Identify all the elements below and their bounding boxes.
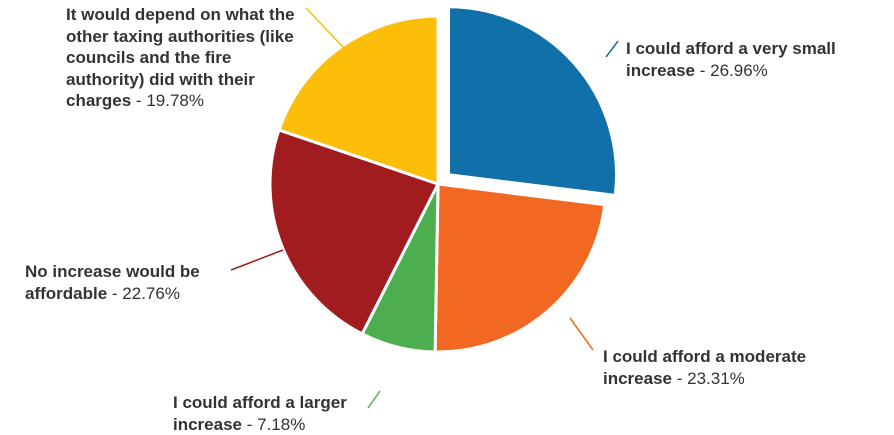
slice-label-would-depend-value: 19.78% — [146, 91, 204, 110]
slice-label-larger-value: 7.18% — [257, 414, 306, 434]
slice-label-no-increase-value: 22.76% — [122, 283, 180, 303]
pie-slice-moderate-increase — [433, 182, 607, 354]
slice-label-very-small-increase: I could afford a very small increase - 2… — [626, 39, 836, 80]
slice-label-very-small-value: 26.96% — [710, 60, 768, 80]
slice-label-no-increase-category: No increase would be affordable — [25, 262, 200, 303]
slice-label-would-depend-category: It would depend on what the other taxing… — [66, 5, 295, 110]
leader-lines — [230, 7, 619, 409]
pie-slices — [268, 5, 618, 354]
leader-line-would-depend — [305, 7, 345, 49]
slice-label-very-small-category: I could afford a very small increase — [626, 39, 836, 80]
leader-line-no-increase — [230, 249, 284, 271]
slice-label-larger-increase: I could afford a larger increase - 7.18% — [173, 393, 347, 434]
pie-slice-no-increase — [268, 128, 440, 336]
slice-label-moderate-increase: I could afford a moderate increase - 23.… — [603, 347, 807, 388]
slice-label-moderate-category: I could afford a moderate increase — [603, 347, 807, 388]
slice-label-moderate-value: 23.31% — [687, 368, 745, 388]
pie-slice-very-small-increase — [446, 5, 618, 197]
leader-line-moderate-increase — [569, 317, 594, 351]
slice-label-would-depend: It would depend on what the other taxing… — [66, 5, 295, 110]
slice-label-larger-category: I could afford a larger increase — [173, 393, 347, 434]
leader-line-larger-increase — [367, 390, 381, 409]
leader-line-very-small-increase — [605, 40, 619, 58]
slice-label-no-increase: No increase would be affordable - 22.76% — [25, 262, 200, 303]
pie-slice-would-depend — [277, 14, 440, 186]
